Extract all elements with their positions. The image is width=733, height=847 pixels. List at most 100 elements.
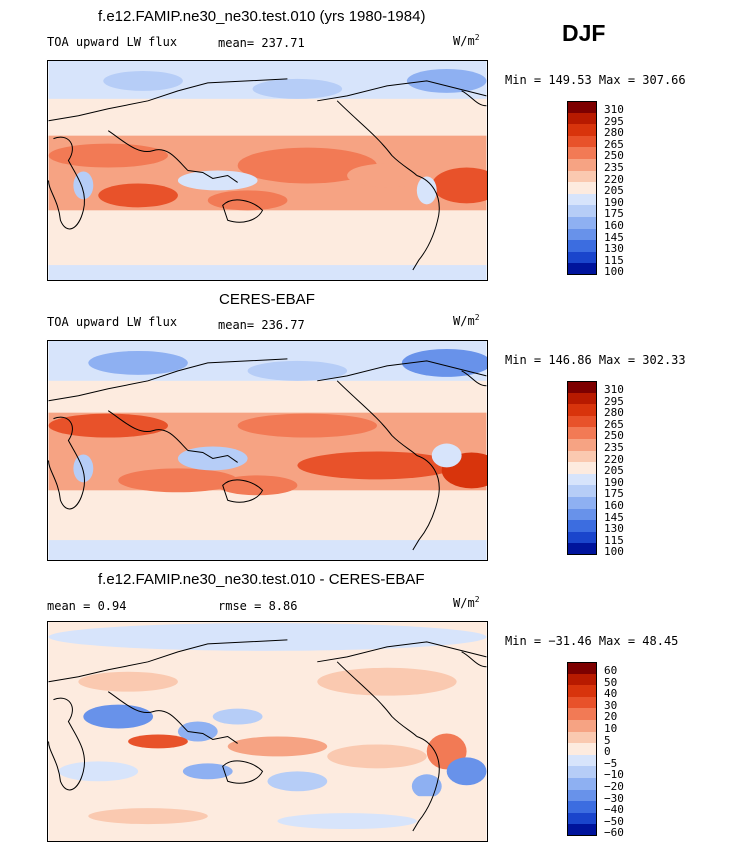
colorbar-swatch <box>567 497 597 510</box>
colorbar-tick-label: 250 <box>604 149 624 163</box>
season-label: DJF <box>562 20 606 46</box>
colorbar-tick-label: −30 <box>604 791 624 805</box>
colorbar-swatch <box>567 462 597 475</box>
colorbar-swatch <box>567 404 597 417</box>
colorbar-swatch <box>567 696 597 709</box>
colorbar-swatch <box>567 801 597 814</box>
panel1-map-svg <box>48 61 487 280</box>
colorbar-tick-label: 10 <box>604 722 618 735</box>
panel1-map <box>47 60 488 281</box>
colorbar-swatch <box>567 531 597 544</box>
colorbar-tick-label: 0 <box>604 745 611 759</box>
colorbar-swatch <box>567 251 597 264</box>
panel3-map <box>47 621 488 842</box>
colorbar-tick-label: 175 <box>604 207 624 221</box>
panel2-minmax: Min = 146.86 Max = 302.33 <box>505 353 686 367</box>
panel2-map <box>47 340 488 561</box>
colorbar-swatch <box>567 170 597 183</box>
colorbar-swatch <box>567 662 597 675</box>
colorbar-tick-label: 190 <box>604 195 624 209</box>
colorbar-tick-label: 310 <box>604 103 624 116</box>
colorbar-tick-label: −5 <box>604 756 618 770</box>
colorbar-swatch <box>567 508 597 521</box>
colorbar-swatch <box>567 124 597 137</box>
colorbar-tick-label: 100 <box>604 545 624 559</box>
colorbar-swatch <box>567 263 597 276</box>
panel1-title: f.e12.FAMIP.ne30_ne30.test.010 (yrs 1980… <box>98 8 426 25</box>
colorbar-tick-label: −40 <box>604 803 624 817</box>
panel2-variable-label: TOA upward LW flux <box>47 315 178 329</box>
colorbar-swatch <box>567 543 597 556</box>
colorbar-swatch <box>567 824 597 837</box>
colorbar-swatch <box>567 520 597 533</box>
panel3-minmax: Min = −31.46 Max = 48.45 <box>505 634 679 648</box>
colorbar-swatch <box>567 731 597 744</box>
colorbar-swatch <box>567 159 597 172</box>
colorbar-tick-label: 235 <box>604 161 624 174</box>
colorbar-swatch <box>567 720 597 733</box>
panel2-units: W/m2 <box>453 313 480 328</box>
colorbar-tick-label: −10 <box>604 768 624 782</box>
colorbar-tick-label: 280 <box>604 126 624 140</box>
colorbar-swatch <box>567 708 597 721</box>
colorbar-swatch <box>567 101 597 114</box>
panel1-mean-label: mean= 237.71 <box>218 36 305 50</box>
panel3-map-svg <box>48 622 487 841</box>
colorbar-swatch <box>567 135 597 148</box>
colorbar-swatch <box>567 112 597 125</box>
colorbar-swatch <box>567 439 597 452</box>
panel3-title: f.e12.FAMIP.ne30_ne30.test.010 - CERES-E… <box>98 571 425 588</box>
panel3-rmse-label: rmse = 8.86 <box>218 599 298 613</box>
colorbar-tick-label: 280 <box>604 406 624 420</box>
colorbar-tick-label: 265 <box>604 417 624 431</box>
colorbar-tick-label: −50 <box>604 814 624 828</box>
colorbar-tick-label: 60 <box>604 664 618 677</box>
colorbar-swatch <box>567 778 597 791</box>
colorbar-tick-label: 20 <box>604 710 618 724</box>
colorbar-tick-label: 175 <box>604 487 624 501</box>
panel1-minmax: Min = 149.53 Max = 307.66 <box>505 73 686 87</box>
colorbar-swatch <box>567 228 597 241</box>
colorbar-swatch <box>567 427 597 440</box>
colorbar-tick-label: 50 <box>604 675 618 689</box>
colorbar-swatch <box>567 789 597 802</box>
colorbar-swatch <box>567 415 597 428</box>
colorbar-swatch <box>567 193 597 206</box>
colorbar-tick-label: 205 <box>604 184 624 198</box>
colorbar-tick-label: 100 <box>604 265 624 279</box>
panel3-units: W/m2 <box>453 595 480 610</box>
colorbar-swatch <box>567 485 597 498</box>
colorbar-tick-label: 160 <box>604 219 624 232</box>
colorbar-tick-label: −60 <box>604 826 624 840</box>
panel3-mean-label: mean = 0.94 <box>47 599 127 613</box>
colorbar-swatch <box>567 182 597 195</box>
colorbar-tick-label: 115 <box>604 253 624 267</box>
colorbar-tick-label: 145 <box>604 230 624 244</box>
colorbar-swatch <box>567 685 597 698</box>
colorbar-tick-label: 205 <box>604 464 624 478</box>
colorbar-swatch <box>567 381 597 394</box>
panel2-colorbar: 310 295 280 265 250 235 220 205 190 175 160 145 130 1… <box>567 381 624 557</box>
colorbar-swatch <box>567 240 597 253</box>
colorbar-swatch <box>567 217 597 230</box>
panel3-colorbar: 60 50 40 30 20 10 5 0 −5 −10 −20 −30 −40 −50 −60 <box>567 662 624 838</box>
colorbar-swatch <box>567 812 597 825</box>
colorbar-tick-label: 220 <box>604 452 624 466</box>
colorbar-tick-label: 250 <box>604 429 624 443</box>
colorbar-tick-label: 40 <box>604 687 618 701</box>
colorbar-swatch <box>567 450 597 463</box>
colorbar-tick-label: 160 <box>604 499 624 512</box>
colorbar-swatch <box>567 392 597 405</box>
panel1-units: W/m2 <box>453 33 480 48</box>
colorbar-tick-label: 130 <box>604 522 624 536</box>
colorbar-swatch <box>567 754 597 767</box>
panel2-mean-label: mean= 236.77 <box>218 318 305 332</box>
colorbar-tick-label: 310 <box>604 383 624 396</box>
colorbar-tick-label: 130 <box>604 242 624 256</box>
colorbar-swatch <box>567 473 597 486</box>
colorbar-tick-label: 235 <box>604 441 624 454</box>
colorbar-tick-label: 115 <box>604 533 624 547</box>
colorbar-swatch <box>567 205 597 218</box>
panel1-colorbar: 310 295 280 265 250 235 220 205 190 175 160 145 130 1… <box>567 101 624 277</box>
colorbar-tick-label: 265 <box>604 137 624 151</box>
